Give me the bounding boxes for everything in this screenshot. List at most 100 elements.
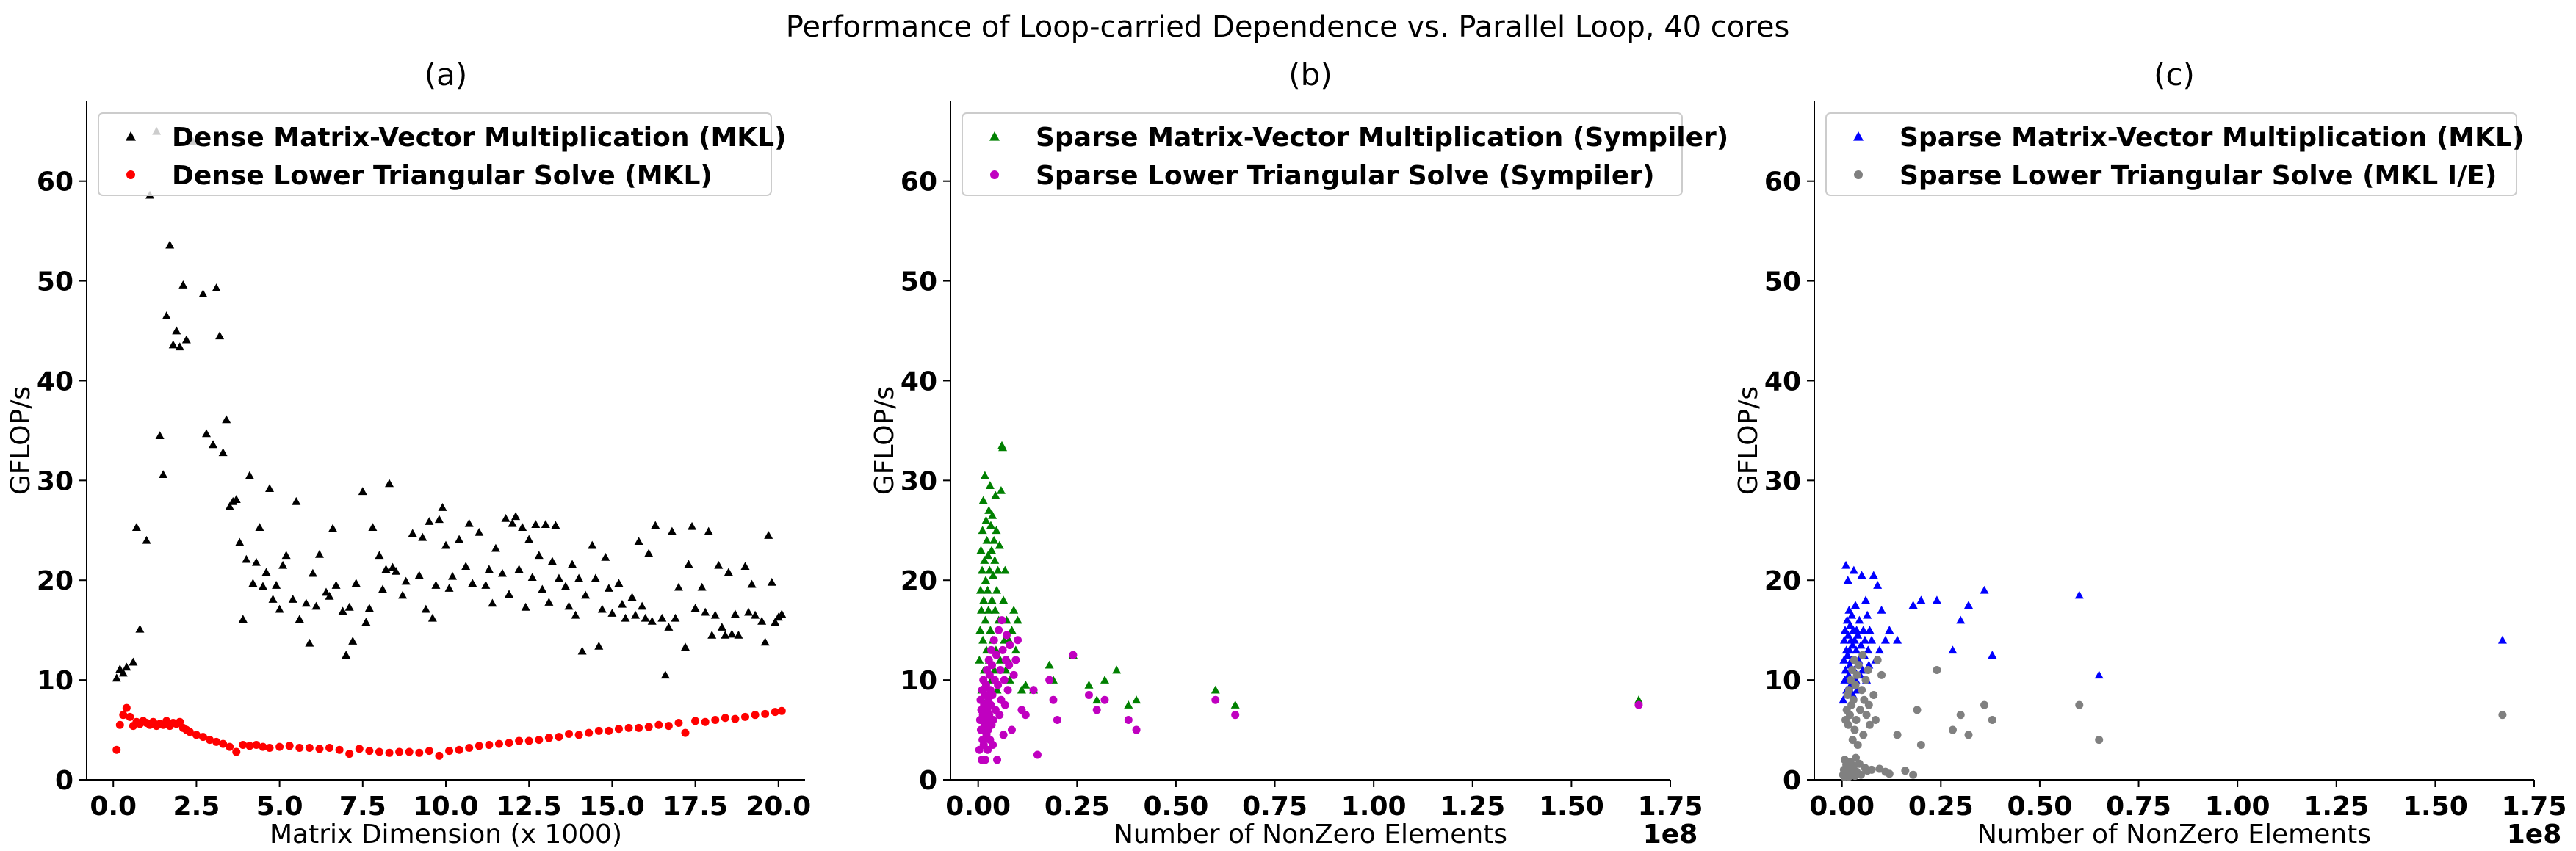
data-point-triangle <box>514 565 524 573</box>
data-point-circle <box>485 740 494 749</box>
data-point-triangle <box>278 560 288 569</box>
data-point-triangle <box>1864 645 1873 654</box>
data-point-circle <box>1909 770 1918 779</box>
legend-box <box>962 112 1683 196</box>
data-point-circle <box>1859 731 1868 739</box>
data-point-triangle <box>767 577 776 586</box>
y-tick-label: 50 <box>37 267 73 297</box>
x-tick-label: 0.25 <box>1908 792 1974 822</box>
data-point-triangle <box>990 606 1000 614</box>
data-point-circle <box>212 737 221 746</box>
data-point-triangle <box>644 548 654 557</box>
data-point-triangle <box>521 602 530 611</box>
x-tick-label: 0.75 <box>2106 792 2171 822</box>
data-point-triangle <box>368 523 378 532</box>
data-point-triangle <box>165 240 175 249</box>
data-point-triangle <box>978 635 988 644</box>
data-point-circle <box>126 712 134 721</box>
x-tick-label: 0.75 <box>1242 792 1307 822</box>
data-point-circle <box>1849 695 1858 704</box>
data-point-triangle <box>425 517 434 525</box>
x-tick-label: 1.00 <box>1341 792 1407 822</box>
data-point-circle <box>455 745 463 754</box>
data-point-circle <box>614 725 623 734</box>
data-point-triangle <box>1839 635 1849 644</box>
data-point-triangle <box>1132 695 1141 704</box>
data-point-triangle <box>159 470 168 478</box>
data-point-circle <box>761 709 770 718</box>
data-point-triangle <box>455 535 464 543</box>
data-point-triangle <box>475 528 484 536</box>
data-point-circle <box>565 729 574 738</box>
data-point-triangle <box>361 618 371 626</box>
data-point-triangle <box>721 630 730 639</box>
data-point-triangle <box>984 506 994 514</box>
data-point-circle <box>1858 651 1867 659</box>
data-point-triangle <box>631 610 641 619</box>
data-point-circle <box>1873 656 1882 664</box>
x-tick-label: 0.00 <box>1809 792 1875 822</box>
data-point-triangle <box>538 584 547 593</box>
data-point-triangle <box>757 616 767 625</box>
data-point-triangle <box>688 521 697 530</box>
data-point-circle <box>605 726 613 735</box>
data-point-triangle <box>577 646 587 655</box>
data-point-circle <box>315 745 324 753</box>
data-point-triangle <box>701 607 710 616</box>
data-point-circle <box>2498 711 2507 720</box>
data-point-triangle <box>301 598 311 607</box>
data-point-triangle <box>481 581 491 589</box>
data-point-triangle <box>980 471 989 479</box>
data-point-circle <box>1854 661 1863 670</box>
data-point-circle <box>1855 706 1864 714</box>
data-point-triangle <box>1009 606 1019 614</box>
data-point-triangle <box>1124 700 1133 709</box>
data-point-circle <box>989 636 998 645</box>
data-point-triangle <box>697 582 707 591</box>
data-point-triangle <box>717 623 726 631</box>
data-point-circle <box>1069 651 1078 659</box>
data-point-circle <box>176 717 184 726</box>
data-point-circle <box>1901 767 1910 775</box>
data-point-circle <box>1867 765 1876 774</box>
data-point-circle <box>232 747 241 756</box>
data-point-triangle <box>980 556 989 564</box>
data-point-triangle <box>581 590 591 599</box>
y-tick-label: 30 <box>37 466 73 496</box>
data-point-triangle <box>1045 660 1054 669</box>
data-point-circle <box>198 733 207 742</box>
data-point-triangle <box>488 598 497 607</box>
data-point-triangle <box>1843 576 1852 584</box>
data-point-triangle <box>604 584 613 592</box>
data-point-triangle <box>704 526 713 535</box>
data-point-triangle <box>710 610 720 619</box>
data-points <box>1839 560 2507 781</box>
data-point-circle <box>275 742 284 751</box>
data-point-triangle <box>777 609 787 618</box>
data-point-circle <box>206 736 214 745</box>
x-tick-label: 1.25 <box>1440 792 1505 822</box>
data-point-circle <box>475 742 483 750</box>
data-point-triangle <box>228 496 238 505</box>
data-point-circle <box>252 740 261 749</box>
data-point-circle <box>681 728 690 737</box>
data-point-circle <box>445 747 454 756</box>
data-point-triangle <box>268 595 278 603</box>
data-point-triangle <box>531 520 541 528</box>
series-1 <box>975 441 1643 709</box>
data-point-triangle <box>122 662 131 671</box>
data-point-triangle <box>388 562 397 571</box>
data-point-circle <box>992 651 1000 659</box>
data-point-triangle <box>131 523 141 532</box>
data-point-triangle <box>162 311 171 319</box>
data-point-triangle <box>978 496 988 504</box>
data-point-triangle <box>1860 635 1869 644</box>
data-point-triangle <box>448 571 458 580</box>
data-point-triangle <box>990 556 1000 564</box>
data-point-circle <box>771 708 779 717</box>
y-tick-label: 10 <box>37 666 73 696</box>
data-point-circle <box>365 747 374 756</box>
data-point-triangle <box>984 606 993 614</box>
data-point-circle <box>777 706 786 715</box>
